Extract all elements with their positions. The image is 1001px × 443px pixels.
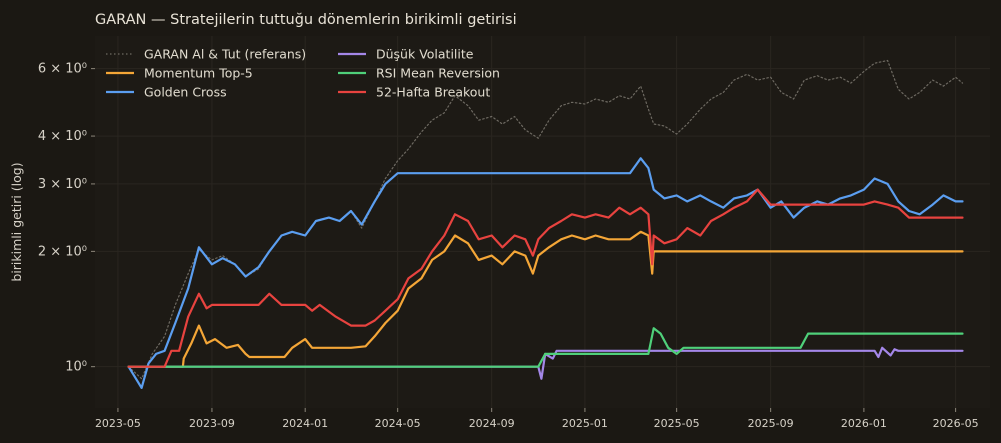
x-tick-label: 2024-01 — [282, 417, 328, 430]
x-tick-label: 2025-01 — [562, 417, 608, 430]
series-group — [127, 59, 964, 389]
series-line-rsi-mean-reversion — [127, 327, 964, 368]
legend: GARAN Al & Tut (referans) Momentum Top-5 G… — [106, 47, 500, 100]
y-tick-label: 10⁰ — [65, 360, 87, 375]
x-tick-label: 2023-09 — [189, 417, 235, 430]
y-tick-label: 2 × 10⁰ — [38, 244, 87, 259]
x-tick-label: 2024-09 — [469, 417, 515, 430]
legend-label-rsi-mean-reversion: RSI Mean Reversion — [376, 66, 500, 81]
x-tick-label: 2023-05 — [95, 417, 141, 430]
x-tick-label: 2026-05 — [933, 417, 979, 430]
y-tick-label: 3 × 10⁰ — [38, 177, 87, 192]
x-tick-label: 2025-05 — [654, 417, 700, 430]
plot-area — [95, 36, 990, 408]
y-tick-label: 4 × 10⁰ — [38, 129, 87, 144]
legend-label-52-hafta-breakout: 52-Hafta Breakout — [376, 85, 490, 100]
chart-title: GARAN — Stratejilerin tuttuğu dönemlerin… — [95, 12, 517, 28]
series-line-momentum-top-5 — [127, 230, 964, 368]
legend-label-dusuk-volatilite: Düşük Volatilite — [376, 47, 474, 62]
y-axis-label: birikimli getiri (log) — [9, 162, 24, 281]
legend-label-golden-cross: Golden Cross — [144, 85, 227, 100]
legend-label-garan-al-tut-referans: GARAN Al & Tut (referans) — [144, 47, 306, 62]
legend-label-momentum-top-5: Momentum Top-5 — [144, 66, 253, 81]
series-line-golden-cross — [127, 157, 964, 389]
y-tick-label: 6 × 10⁰ — [38, 62, 87, 77]
series-line-52-hafta-breakout — [127, 188, 964, 368]
x-tick-label: 2026-01 — [841, 417, 887, 430]
x-tick-label: 2024-05 — [375, 417, 421, 430]
axes: 2023-05 2023-09 2024-01 2024-05 2024-09 2025-… — [38, 62, 979, 430]
x-tick-label: 2025-09 — [748, 417, 794, 430]
